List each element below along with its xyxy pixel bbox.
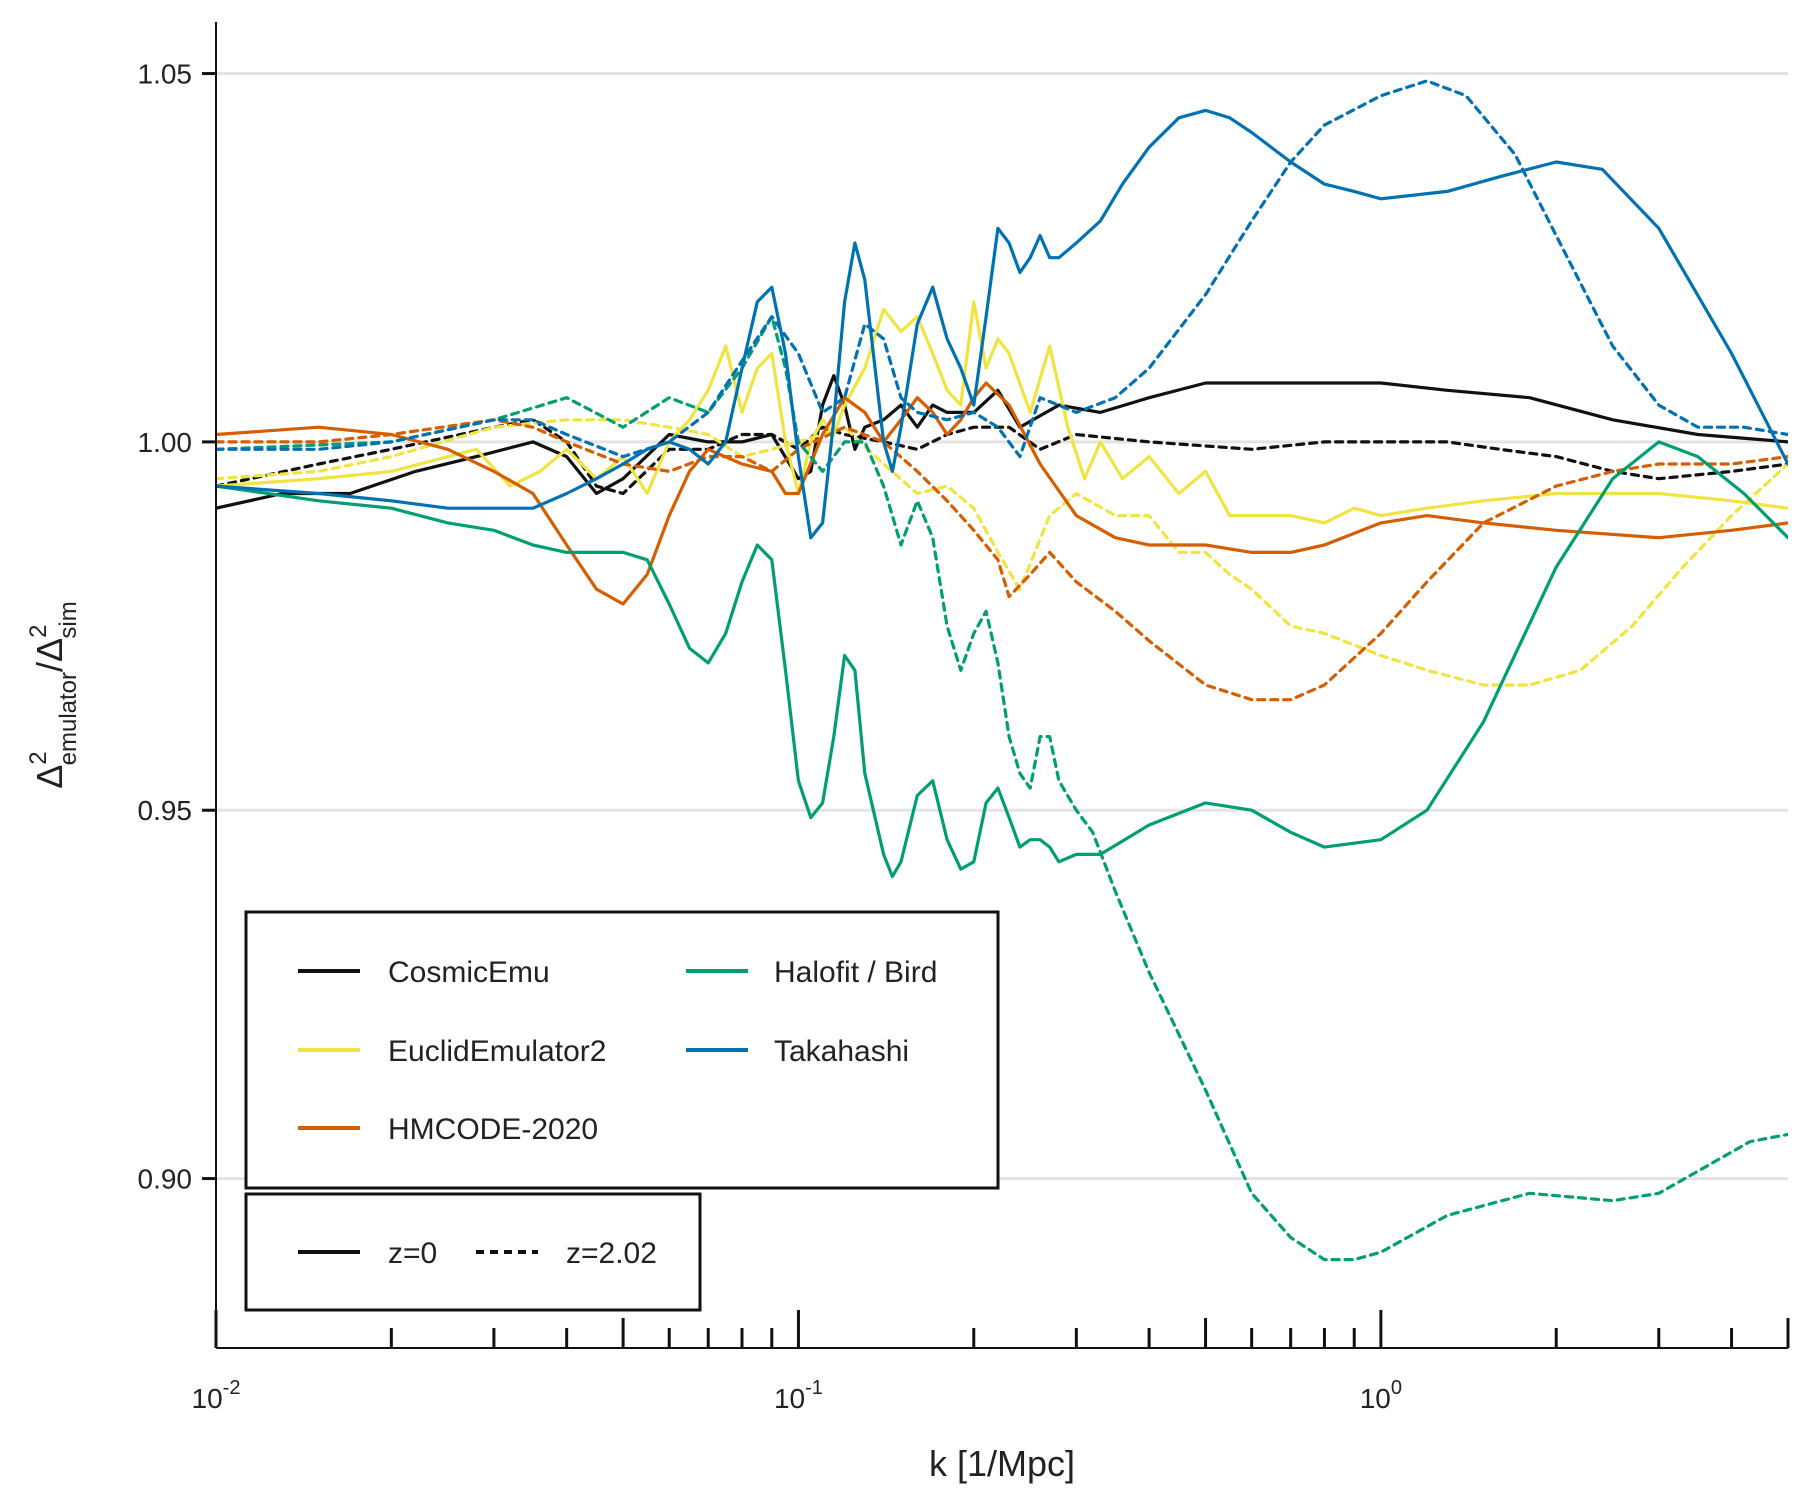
- legend-label-halofit-bird: Halofit / Bird: [774, 956, 937, 989]
- legend-models: CosmicEmu EuclidEmulator2 HMCODE-2020 Ha…: [244, 910, 1000, 1190]
- y-tick-label-1: 0.95: [138, 795, 193, 826]
- grid-layer: [216, 72, 1788, 1181]
- legend-redshift: z=0 z=2.02: [244, 1192, 702, 1312]
- legend-label-cosmicemu: CosmicEmu: [388, 956, 550, 989]
- series-euclidemulator2-z0: [216, 300, 1788, 525]
- series-hmcode-2020-z0: [216, 381, 1788, 606]
- x-tick-label-0: 10-2: [192, 1377, 241, 1414]
- y-axis-title: Δ2 emulator/Δ2 sim: [25, 601, 82, 789]
- legend-label-euclidemulator2: EuclidEmulator2: [388, 1035, 606, 1068]
- x-tick-label-1: 10-1: [774, 1377, 823, 1414]
- series-takahashi-z0: [216, 108, 1788, 540]
- series-cosmicemu-z0: [216, 374, 1788, 510]
- y-tick-label-0: 0.90: [138, 1164, 193, 1195]
- x-axis-title: k [1/Mpc]: [929, 1443, 1075, 1484]
- series-layer: [216, 79, 1788, 1262]
- y-tick-label-3: 1.05: [138, 59, 193, 90]
- series-hmcode-2020-z2: [216, 418, 1788, 702]
- legend-models-box: [244, 910, 1000, 1190]
- axis-layer: 0.90 0.95 1.00 1.05 10-2 10-1 100: [138, 22, 1790, 1414]
- y-tick-label-2: 1.00: [138, 427, 193, 458]
- legend-label-z2: z=2.02: [566, 1237, 657, 1270]
- legend-label-z0: z=0: [388, 1237, 437, 1270]
- series-halofit-bird-z2: [216, 315, 1788, 1262]
- legend-label-hmcode-2020: HMCODE-2020: [388, 1113, 598, 1146]
- series-halofit-bird-z0: [216, 440, 1788, 879]
- series-takahashi-z2: [216, 79, 1788, 459]
- legend-label-takahashi: Takahashi: [774, 1035, 909, 1068]
- x-tick-label-2: 100: [1360, 1377, 1402, 1414]
- series-cosmicemu-z2: [216, 418, 1788, 496]
- series-euclidemulator2-z2: [216, 418, 1788, 687]
